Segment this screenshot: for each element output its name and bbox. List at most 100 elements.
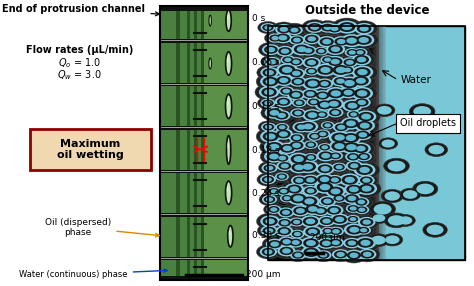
Circle shape: [270, 207, 277, 212]
Circle shape: [259, 193, 280, 206]
Circle shape: [268, 206, 280, 213]
Circle shape: [282, 56, 293, 63]
Circle shape: [328, 74, 353, 89]
Circle shape: [282, 210, 290, 215]
Circle shape: [363, 220, 371, 225]
Circle shape: [307, 132, 322, 141]
Circle shape: [322, 219, 331, 224]
Circle shape: [284, 150, 313, 168]
Circle shape: [315, 130, 330, 138]
Circle shape: [293, 206, 308, 215]
Circle shape: [346, 60, 354, 65]
Circle shape: [336, 67, 346, 73]
Circle shape: [354, 144, 368, 153]
Ellipse shape: [228, 225, 233, 247]
Circle shape: [317, 100, 332, 110]
Circle shape: [357, 121, 373, 130]
Circle shape: [336, 165, 343, 169]
Circle shape: [283, 87, 309, 102]
Circle shape: [300, 31, 324, 46]
Circle shape: [312, 206, 329, 216]
Circle shape: [321, 121, 335, 130]
Bar: [160, 39, 248, 43]
Circle shape: [292, 98, 306, 107]
Circle shape: [270, 241, 279, 247]
Circle shape: [321, 153, 330, 158]
Circle shape: [358, 227, 369, 234]
Circle shape: [304, 153, 318, 162]
Circle shape: [292, 163, 307, 172]
Text: 0.24 s: 0.24 s: [252, 188, 280, 198]
Circle shape: [360, 176, 373, 184]
Circle shape: [344, 59, 356, 66]
Circle shape: [266, 205, 281, 214]
Circle shape: [307, 155, 314, 160]
Circle shape: [280, 208, 292, 216]
Circle shape: [299, 195, 320, 208]
Circle shape: [356, 206, 367, 213]
Circle shape: [371, 236, 386, 245]
Circle shape: [293, 220, 300, 224]
Circle shape: [264, 107, 284, 119]
Circle shape: [335, 85, 361, 100]
Circle shape: [384, 213, 409, 228]
Circle shape: [321, 145, 328, 149]
Circle shape: [325, 150, 346, 162]
Circle shape: [304, 67, 319, 76]
Circle shape: [288, 26, 301, 34]
Circle shape: [260, 148, 288, 165]
Circle shape: [303, 33, 321, 44]
Circle shape: [265, 134, 276, 140]
Circle shape: [284, 235, 307, 249]
Circle shape: [355, 173, 378, 187]
Text: 0.12 s: 0.12 s: [252, 102, 280, 111]
Circle shape: [377, 106, 392, 115]
Circle shape: [314, 207, 327, 215]
Circle shape: [309, 204, 333, 218]
Circle shape: [291, 36, 303, 44]
Circle shape: [312, 161, 338, 177]
Circle shape: [339, 77, 360, 90]
Circle shape: [263, 77, 278, 86]
Circle shape: [291, 154, 307, 164]
Circle shape: [329, 120, 353, 134]
Circle shape: [278, 237, 295, 247]
Circle shape: [319, 151, 333, 160]
Circle shape: [355, 49, 366, 56]
Circle shape: [276, 187, 291, 196]
Circle shape: [337, 39, 346, 44]
Circle shape: [315, 250, 331, 260]
Circle shape: [307, 143, 314, 147]
Circle shape: [274, 140, 301, 156]
Circle shape: [294, 79, 302, 84]
Circle shape: [321, 24, 334, 31]
Circle shape: [260, 76, 281, 88]
Bar: [374, 26, 375, 260]
Circle shape: [262, 248, 275, 256]
Circle shape: [374, 104, 395, 117]
Bar: [160, 6, 248, 280]
Circle shape: [312, 248, 335, 262]
Circle shape: [321, 202, 347, 218]
Circle shape: [293, 158, 323, 176]
Circle shape: [256, 213, 284, 230]
Circle shape: [346, 72, 375, 90]
Circle shape: [271, 72, 297, 88]
Circle shape: [374, 204, 392, 214]
Circle shape: [258, 42, 283, 57]
Circle shape: [280, 88, 292, 95]
Circle shape: [266, 47, 275, 52]
Circle shape: [302, 164, 313, 170]
Circle shape: [305, 154, 317, 161]
Circle shape: [286, 33, 308, 47]
Circle shape: [339, 191, 365, 206]
Circle shape: [289, 161, 309, 173]
Circle shape: [305, 35, 319, 43]
Text: Water (continuous) phase: Water (continuous) phase: [19, 269, 167, 279]
Circle shape: [360, 123, 370, 129]
Circle shape: [294, 123, 308, 131]
Circle shape: [310, 88, 335, 103]
Circle shape: [310, 178, 340, 196]
Circle shape: [297, 244, 325, 261]
Circle shape: [278, 47, 292, 55]
